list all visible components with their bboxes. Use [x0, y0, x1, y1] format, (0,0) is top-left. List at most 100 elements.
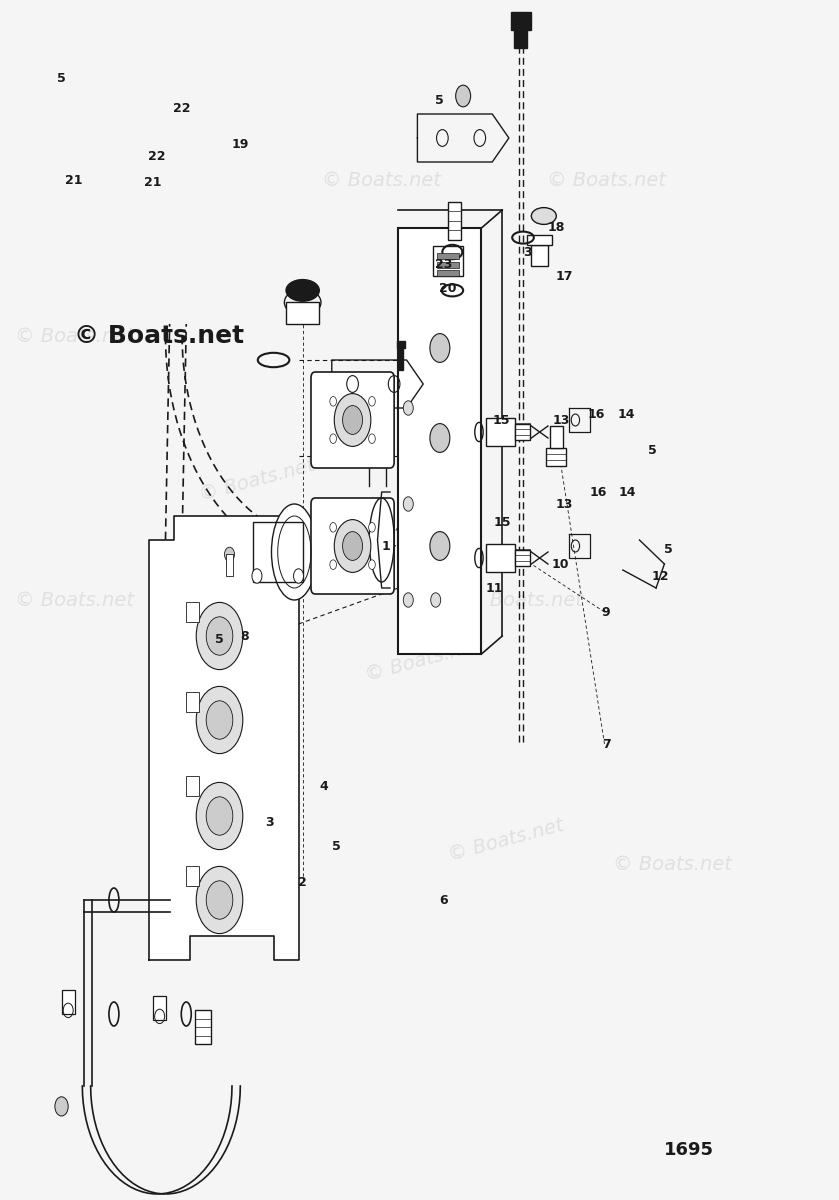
Text: 3: 3	[265, 816, 274, 828]
Bar	[186, 692, 199, 712]
Text: 12: 12	[651, 570, 669, 582]
Text: 16: 16	[587, 408, 605, 420]
Circle shape	[196, 782, 242, 850]
Text: 15: 15	[492, 414, 510, 426]
Text: 5: 5	[664, 544, 673, 556]
Text: 5: 5	[215, 634, 224, 646]
Ellipse shape	[286, 280, 320, 301]
Bar	[186, 602, 199, 622]
Bar	[531, 245, 548, 266]
Bar	[399, 228, 482, 654]
Text: 21: 21	[65, 174, 83, 186]
Circle shape	[342, 406, 362, 434]
Bar	[397, 341, 405, 348]
Bar	[399, 343, 404, 370]
Text: © Boats.net: © Boats.net	[197, 456, 317, 504]
Circle shape	[196, 866, 242, 934]
Circle shape	[330, 560, 336, 570]
Circle shape	[334, 394, 371, 446]
Circle shape	[430, 424, 450, 452]
Circle shape	[404, 401, 414, 415]
Text: 22: 22	[174, 102, 190, 114]
Text: © Boats.net: © Boats.net	[463, 590, 582, 610]
Bar	[546, 448, 566, 466]
Bar	[486, 418, 514, 446]
Polygon shape	[149, 516, 299, 960]
Circle shape	[430, 334, 450, 362]
Circle shape	[334, 520, 371, 572]
Text: 11: 11	[485, 582, 503, 594]
Text: 9: 9	[602, 606, 611, 618]
Text: 19: 19	[232, 138, 249, 150]
Ellipse shape	[531, 208, 556, 224]
Circle shape	[330, 434, 336, 444]
Text: 5: 5	[648, 444, 656, 456]
Text: 10: 10	[552, 558, 569, 570]
Circle shape	[55, 1097, 68, 1116]
Bar	[437, 270, 459, 276]
Text: 4: 4	[319, 780, 328, 792]
Text: 8: 8	[240, 630, 249, 642]
Circle shape	[206, 797, 233, 835]
Circle shape	[368, 434, 375, 444]
Bar	[513, 29, 527, 48]
Bar	[486, 544, 514, 572]
Text: 3: 3	[523, 246, 531, 258]
Circle shape	[404, 497, 414, 511]
Bar	[186, 776, 199, 796]
Bar	[286, 302, 320, 324]
Text: 5: 5	[57, 72, 66, 84]
Bar	[61, 990, 75, 1014]
Circle shape	[206, 881, 233, 919]
Text: © Boats.net: © Boats.net	[74, 324, 244, 348]
Bar	[514, 424, 529, 440]
Text: 7: 7	[602, 738, 611, 750]
Circle shape	[252, 569, 262, 583]
Circle shape	[368, 522, 375, 532]
FancyBboxPatch shape	[311, 372, 394, 468]
Circle shape	[196, 602, 242, 670]
Bar	[437, 253, 459, 259]
Bar	[527, 235, 552, 245]
Circle shape	[430, 532, 450, 560]
Circle shape	[430, 593, 440, 607]
FancyBboxPatch shape	[311, 498, 394, 594]
Text: © Boats.net: © Boats.net	[613, 854, 732, 874]
Bar	[253, 522, 303, 582]
Circle shape	[225, 547, 234, 562]
Text: 22: 22	[149, 150, 166, 162]
Text: 1695: 1695	[664, 1140, 714, 1159]
Text: 17: 17	[556, 270, 573, 282]
Bar	[448, 202, 461, 240]
Circle shape	[294, 569, 304, 583]
Text: © Boats.net: © Boats.net	[547, 170, 665, 190]
Circle shape	[206, 701, 233, 739]
Ellipse shape	[272, 504, 317, 600]
Text: 18: 18	[548, 222, 565, 234]
Circle shape	[456, 85, 471, 107]
Text: 14: 14	[618, 408, 635, 420]
Text: © Boats.net: © Boats.net	[363, 636, 483, 684]
Circle shape	[368, 560, 375, 570]
Circle shape	[404, 593, 414, 607]
Text: © Boats.net: © Boats.net	[322, 170, 441, 190]
Circle shape	[206, 617, 233, 655]
Text: 13: 13	[556, 498, 573, 510]
Text: 1: 1	[382, 540, 390, 552]
Circle shape	[330, 522, 336, 532]
Bar	[514, 550, 529, 566]
Text: 15: 15	[493, 516, 511, 528]
Text: 21: 21	[144, 176, 162, 188]
Bar	[437, 262, 459, 268]
Text: 23: 23	[435, 258, 453, 270]
Text: 5: 5	[331, 840, 341, 852]
Bar	[433, 246, 463, 276]
Circle shape	[196, 686, 242, 754]
Bar	[550, 426, 563, 448]
Text: © Boats.net: © Boats.net	[446, 816, 566, 864]
Bar	[186, 866, 199, 886]
Circle shape	[368, 396, 375, 406]
Text: 16: 16	[589, 486, 607, 498]
Text: 5: 5	[435, 95, 444, 107]
Text: © Boats.net: © Boats.net	[14, 590, 133, 610]
